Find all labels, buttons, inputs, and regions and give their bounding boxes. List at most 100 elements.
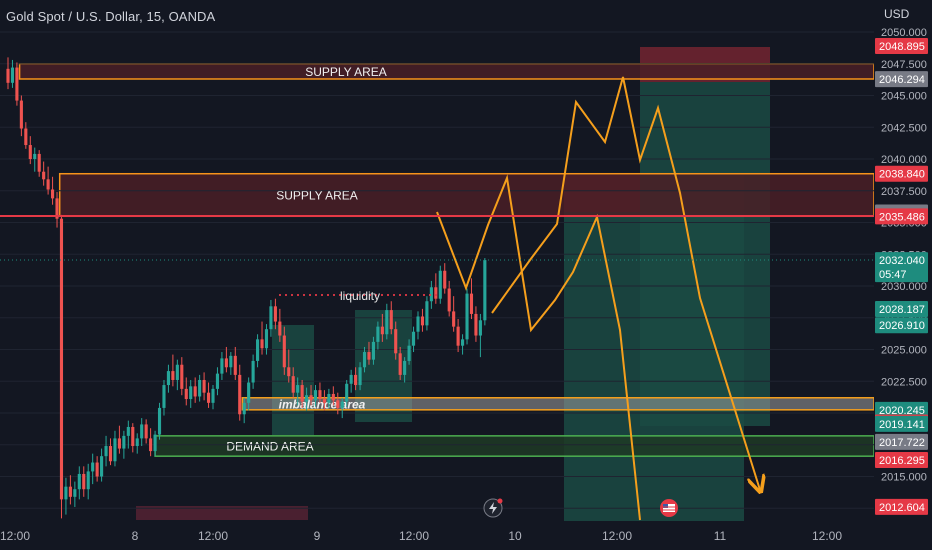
candle-body xyxy=(345,383,349,402)
price-tick-1: 2015.000 xyxy=(881,472,927,484)
candle-body xyxy=(135,438,139,447)
candle-body xyxy=(198,379,202,397)
candle-body xyxy=(398,353,402,375)
price-tag-1 xyxy=(875,71,928,88)
candle-body xyxy=(447,288,451,312)
candle-body xyxy=(211,388,215,403)
candle-body xyxy=(6,68,10,83)
candle-body xyxy=(429,287,433,302)
price-tag-text-8: 2020.245 xyxy=(879,405,925,417)
price-tick-14: 2047.500 xyxy=(881,59,927,71)
zone-supply-0 xyxy=(18,63,875,80)
candle-body xyxy=(260,339,264,349)
candle-body xyxy=(215,373,220,389)
candle-body xyxy=(189,386,193,400)
candle-body xyxy=(180,364,184,389)
candle-body xyxy=(256,339,260,361)
candle-body xyxy=(469,293,474,314)
currency-label[interactable]: USD xyxy=(884,7,910,21)
price-tag-text-13: 2012.604 xyxy=(879,502,925,514)
price-tag-text-2: 2038.840 xyxy=(879,169,925,181)
candle-body xyxy=(42,171,46,180)
candle-body xyxy=(122,435,126,449)
candle-body xyxy=(166,371,170,386)
candle-body xyxy=(153,434,157,452)
price-tag-text-7: 2026.910 xyxy=(879,320,925,332)
candle-body xyxy=(340,401,344,408)
candle-body xyxy=(51,189,55,199)
candle-body xyxy=(242,402,246,415)
candle-body xyxy=(296,385,300,393)
candle-body xyxy=(394,329,398,354)
candle-body xyxy=(452,311,456,327)
candle-body xyxy=(95,462,99,477)
price-tag-7 xyxy=(875,317,928,334)
candle-body xyxy=(376,326,380,342)
price-tick-13: 2045.000 xyxy=(881,91,927,103)
time-axis-bg xyxy=(0,522,874,550)
candle-body xyxy=(113,438,117,462)
zone-label-imbalance-2: imbalance area xyxy=(279,397,366,411)
candle-body xyxy=(206,392,211,403)
candle-body xyxy=(358,367,362,386)
time-tick-2: 12:00 xyxy=(198,529,228,543)
candle-body xyxy=(37,153,41,172)
symbol-title[interactable]: Gold Spot / U.S. Dollar, 15, OANDA xyxy=(6,9,216,24)
candle-body xyxy=(220,358,224,374)
candle-body xyxy=(327,393,331,403)
candle-body xyxy=(300,385,304,402)
price-tag-13 xyxy=(875,498,928,515)
zone-label-demand-3: DEMAND AREA xyxy=(226,440,313,454)
time-tick-8: 12:00 xyxy=(812,529,842,543)
flag-icon[interactable] xyxy=(660,499,678,517)
time-tick-6: 12:00 xyxy=(602,529,632,543)
candle-body xyxy=(367,352,371,360)
candle-body xyxy=(59,218,64,500)
candle-body xyxy=(184,388,188,400)
candle-body xyxy=(362,352,367,368)
time-tick-5: 10 xyxy=(508,529,522,543)
candle-body xyxy=(171,371,175,380)
price-tag-text-5: 2032.040 xyxy=(879,255,925,267)
candle-body xyxy=(322,399,326,403)
candle-body xyxy=(77,473,81,490)
grid-layer xyxy=(0,31,874,509)
candle-body xyxy=(224,358,228,368)
candle-body xyxy=(336,400,340,408)
price-tick-5: 2025.000 xyxy=(881,345,927,357)
price-tag-text-1: 2046.294 xyxy=(879,74,925,86)
candle-body xyxy=(434,287,438,299)
candle-body xyxy=(140,424,144,439)
lightning-icon[interactable] xyxy=(483,498,503,518)
candle-body xyxy=(251,360,255,383)
time-axis[interactable]: 12:00 8 12:00 9 12:00 10 12:00 11 12:00 xyxy=(0,522,874,550)
candle-body xyxy=(287,367,291,377)
candle-body xyxy=(15,67,19,101)
candle-body xyxy=(349,374,353,384)
candle-body xyxy=(149,438,153,452)
price-tag-11 xyxy=(875,433,928,450)
candle-body xyxy=(354,374,358,386)
time-tick-0: 12:00 xyxy=(0,529,30,543)
price-tag-text-4: 2035.486 xyxy=(879,211,925,223)
candle-body xyxy=(144,424,148,439)
price-tag-12 xyxy=(875,452,928,469)
price-tick-11: 2040.000 xyxy=(881,154,927,166)
projection-path-alt xyxy=(436,174,641,521)
candle-body xyxy=(465,293,469,340)
candle-body xyxy=(55,198,59,219)
candles-layer xyxy=(6,57,487,519)
candle-body xyxy=(117,438,121,449)
time-tick-3: 9 xyxy=(314,529,321,543)
price-tag-text-6: 2028.187 xyxy=(879,304,925,316)
price-tag-6 xyxy=(875,301,928,318)
candle-body xyxy=(104,446,108,457)
candle-body xyxy=(456,326,460,346)
price-tick-15: 2050.000 xyxy=(881,27,927,39)
price-tag-10 xyxy=(875,415,928,432)
candle-body xyxy=(19,100,23,129)
candle-body xyxy=(157,407,162,435)
candle-body xyxy=(202,379,206,393)
